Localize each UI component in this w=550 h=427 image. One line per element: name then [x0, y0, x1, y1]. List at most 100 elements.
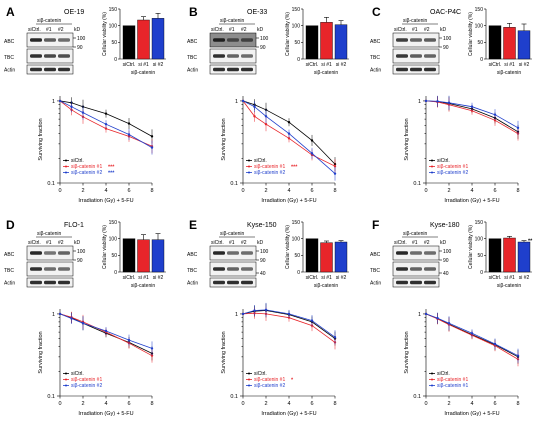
survival-point: [104, 123, 108, 126]
viability-x-axis-title: siβ-catenin: [314, 283, 338, 289]
blot-band: [58, 67, 70, 72]
lane-label: #2: [58, 240, 64, 246]
viability-y-tick-label: 100: [109, 23, 118, 29]
survival-y-axis-label: Surviving fraction: [221, 118, 227, 160]
kd-marker: 90: [260, 45, 266, 51]
blot-band: [396, 267, 408, 271]
legend-label: siβ-catenin #2: [71, 383, 102, 389]
survival-x-tick-label: 6: [127, 401, 130, 407]
viability-y-tick-label: 150: [475, 7, 484, 13]
viability-y-tick-label: 100: [109, 236, 118, 242]
survival-point: [310, 152, 314, 155]
legend-marker: [65, 378, 67, 381]
blot-band: [30, 280, 42, 285]
blot-band: [227, 280, 239, 285]
cell-line-title: OE-33: [247, 9, 267, 16]
viability-x-label: si #1: [504, 275, 515, 281]
viability-x-label: si #1: [138, 62, 149, 68]
survival-x-axis-label: Irradiation (Gy) + 5-FU: [78, 411, 133, 417]
legend-label: siβ-catenin #2: [254, 170, 285, 176]
viability-y-tick-label: 100: [475, 236, 484, 242]
survival-point: [493, 342, 497, 346]
survival-x-tick-label: 8: [333, 401, 336, 407]
kd-marker: 90: [443, 258, 449, 264]
blot-band: [241, 280, 253, 285]
blot-protein-label: TBC: [370, 268, 380, 274]
legend-marker: [65, 165, 67, 168]
lane-label: #2: [58, 27, 64, 33]
survival-y-tick-label: 1: [418, 312, 421, 318]
viability-y-tick-label: 0: [114, 57, 117, 63]
survival-point: [127, 122, 131, 125]
legend-marker: [431, 384, 433, 387]
viability-y-tick-label: 50: [294, 40, 300, 46]
cell-line-title: FLO-1: [64, 222, 84, 229]
viability-x-label: si #2: [336, 62, 347, 68]
survival-point: [104, 127, 108, 130]
blot-band: [424, 54, 436, 58]
blot-band: [44, 38, 56, 42]
legend-marker: [248, 378, 250, 381]
blot-band: [213, 67, 225, 72]
viability-y-tick-label: 50: [294, 253, 300, 259]
survival-y-tick-label: 1: [418, 99, 421, 105]
survival-point: [253, 309, 256, 312]
kd-marker: 90: [77, 45, 83, 51]
viability-y-tick-label: 150: [109, 220, 118, 226]
viability-bar: [488, 25, 502, 60]
viability-y-tick-label: 150: [109, 7, 118, 13]
kd-marker: 40: [260, 271, 266, 277]
sirna-label: siβ-catenin: [37, 231, 61, 237]
survival-point: [253, 115, 256, 118]
lane-label: siCtrl.: [28, 27, 41, 33]
legend-label: siβ-catenin #2: [437, 170, 468, 176]
legend-marker: [248, 165, 250, 168]
legend-marker: [431, 378, 433, 381]
survival-point: [436, 100, 439, 103]
survival-series-line: [242, 100, 336, 165]
blot-protein-label: Actin: [370, 280, 381, 286]
blot-band: [58, 267, 70, 271]
survival-point: [310, 139, 314, 142]
legend-label: siβ-catenin #1: [254, 377, 285, 383]
viability-bar: [488, 238, 502, 273]
sirna-label: siβ-catenin: [403, 18, 427, 24]
survival-series-line: [425, 100, 519, 134]
legend-significance: ***: [108, 165, 115, 171]
viability-x-label: siCtrl.: [306, 62, 319, 68]
viability-x-label: si #2: [153, 62, 164, 68]
blot-band: [396, 251, 408, 255]
lane-label: siCtrl.: [211, 240, 224, 246]
survival-series-line: [242, 100, 336, 174]
survival-point: [150, 354, 154, 357]
survival-x-axis-label: Irradiation (Gy) + 5-FU: [444, 411, 499, 417]
blot-protein-label: ABC: [370, 252, 381, 258]
survival-point: [241, 312, 245, 316]
viability-x-axis-title: siβ-catenin: [497, 283, 521, 289]
survival-point: [70, 105, 73, 108]
survival-y-axis-label: Surviving fraction: [221, 331, 227, 373]
viability-bar: [122, 25, 136, 60]
viability-y-tick-label: 150: [292, 220, 301, 226]
sirna-label: siβ-catenin: [220, 18, 244, 24]
blot-protein-label: Actin: [4, 280, 15, 286]
kd-marker: 100: [260, 36, 269, 42]
blot-band: [30, 54, 42, 58]
legend-significance: ***: [291, 165, 298, 171]
viability-y-tick-label: 0: [297, 270, 300, 276]
viability-x-label: si #2: [519, 62, 530, 68]
viability-bar: [334, 241, 348, 273]
blot-band: [396, 38, 408, 42]
blot-band: [44, 267, 56, 271]
kd-marker: 100: [77, 249, 86, 255]
viability-bar: [503, 27, 516, 60]
lane-label: #1: [229, 27, 235, 33]
legend-marker: [248, 372, 250, 375]
survival-x-tick-label: 0: [241, 401, 244, 407]
viability-y-axis-label: Cellular viability (%): [468, 12, 474, 56]
survival-x-tick-label: 8: [333, 188, 336, 194]
viability-bar: [151, 18, 165, 60]
survival-point: [333, 336, 337, 339]
